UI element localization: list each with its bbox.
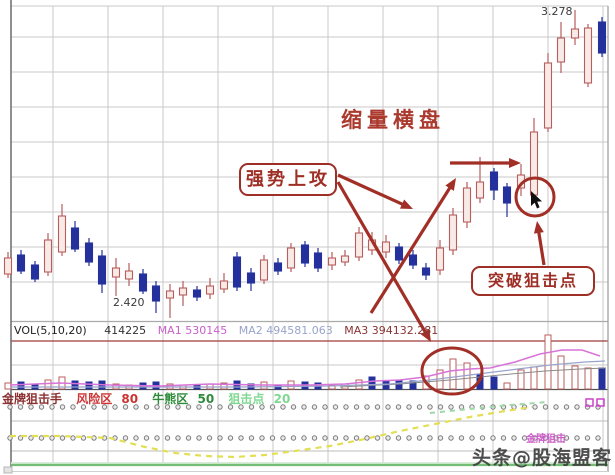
vol-indicator-label: VOL(5,10,20) — [14, 324, 87, 337]
annotation-shrink-volume-sideways: 缩量横盘 — [341, 108, 445, 132]
volume-pane-header: VOL(5,10,20) 414225 MA1 530145 MA2 49458… — [14, 324, 438, 337]
vol-ma1-value: MA1 530145 — [157, 324, 228, 337]
watermark-label: 头条@股海盟客 — [471, 447, 612, 469]
vol-ma2-value: MA2 494581.063 — [238, 324, 333, 337]
price-high-label: 3.278 — [541, 5, 573, 18]
annotation-overlays — [336, 158, 556, 396]
candles-layer — [3, 10, 607, 318]
bull-bear-zone-value: 50 — [197, 392, 215, 406]
indicator-layer — [7, 398, 608, 467]
risk-zone-label: 风险区 — [76, 392, 113, 406]
snipe-brand-small-label: 金牌狙击 — [526, 434, 566, 445]
bull-bear-zone-label: 牛熊区 — [152, 392, 189, 406]
vol-value: 414225 — [104, 324, 147, 337]
annotation-box-strong-attack: 强势上攻 — [239, 163, 337, 196]
snipe-point-label: 狙击点 — [228, 392, 265, 406]
snipe-point-value: 20 — [273, 392, 291, 406]
breakout-point-circle — [514, 176, 556, 218]
price-low-label: 2.420 — [113, 296, 145, 309]
indicator-name: 金牌狙击手 — [2, 392, 63, 406]
volume-highlight-ellipse — [420, 346, 484, 396]
indicator-pane-header: 金牌狙击手 风险区 80 牛熊区 50 狙击点 20 — [2, 390, 290, 407]
vol-ma3-value: MA3 394132.281 — [344, 324, 439, 337]
mouse-cursor-icon — [531, 191, 542, 209]
grid-lines — [3, 0, 609, 474]
annotation-box-breakout-snipe-point: 突破狙击点 — [471, 266, 595, 296]
volume-layer — [4, 334, 607, 390]
risk-zone-value: 80 — [121, 392, 139, 406]
